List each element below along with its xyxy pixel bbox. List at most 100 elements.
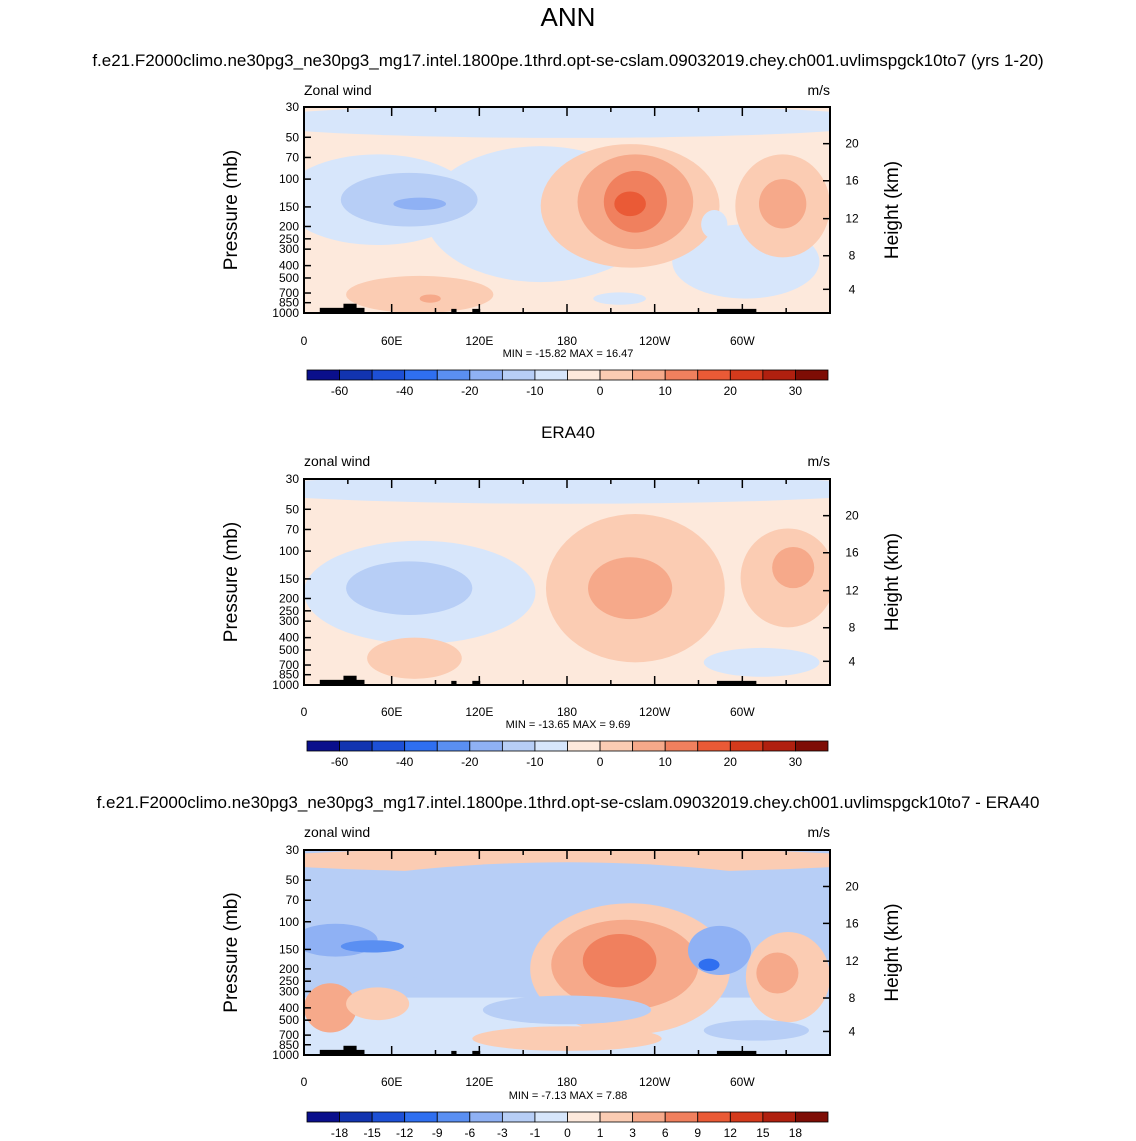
panel-min-max: MIN = -7.13 MAX = 7.88 [509,1090,628,1102]
contour-region [346,275,494,313]
contour-region [701,210,728,239]
y-tick-label: 200 [279,219,299,233]
y2-tick-label: 8 [849,249,856,263]
x-tick-label: 0 [301,705,308,719]
x-tick-label: 60E [381,334,402,348]
colorbar-swatch [469,369,503,381]
colorbar-swatch [697,740,731,752]
colorbar-label: 0 [597,384,604,398]
colorbar-swatch [729,369,764,381]
x-tick-label: 120W [639,1075,671,1089]
colorbar-label: -18 [331,1126,349,1140]
y2-tick-label: 16 [845,546,859,560]
colorbar-swatch [534,740,568,752]
colorbar-swatch [729,740,764,752]
colorbar: -60 -40 -20 -10 0 10 20 30 [306,740,829,769]
topography-mask [451,1050,457,1055]
colorbar-swatch [306,740,340,752]
colorbar-label: -6 [464,1126,475,1140]
colorbar-swatch [339,1111,373,1123]
contour-field [304,479,830,685]
colorbar-label: 10 [659,384,673,398]
colorbar-swatch [729,1111,764,1123]
colorbar-label: 0 [597,755,604,769]
colorbar-swatch [404,1111,438,1123]
colorbar-label: -20 [461,384,479,398]
y-tick-label: 200 [279,591,299,605]
colorbar-label: -12 [396,1126,414,1140]
y-tick-label: 300 [279,984,299,998]
colorbar-swatch [664,740,699,752]
y-tick-label: 400 [279,631,299,645]
contour-region [593,292,646,305]
y2-tick-label: 4 [849,282,856,296]
y2-tick-label: 4 [849,654,856,668]
y-tick-label: 70 [286,150,300,164]
colorbar-swatch [501,1111,536,1123]
y-tick-label: 150 [279,200,299,214]
topography-mask [319,679,365,685]
x-tick-label: 180 [557,705,577,719]
colorbar-label: 6 [662,1126,669,1140]
colorbar-swatch [404,369,438,381]
y-tick-label: 1000 [272,1048,299,1062]
y2-tick-label: 16 [845,916,859,930]
chart-panel-3: f.e21.F2000climo.ne30pg3_ne30pg3_mg17.in… [97,793,1040,1140]
colorbar-swatch [436,1111,471,1123]
colorbar-swatch [339,740,373,752]
contour-region [614,191,646,217]
colorbar-swatch [664,369,699,381]
y2-axis-title: Height (km) [882,533,903,631]
colorbar-label: 10 [659,755,673,769]
contour-region [703,647,820,677]
colorbar-swatch [339,369,373,381]
chart-panel-1: f.e21.F2000climo.ne30pg3_ne30pg3_mg17.in… [92,51,1043,398]
y-tick-label: 50 [286,130,300,144]
colorbar-swatch [567,369,601,381]
colorbar-label: -40 [396,384,414,398]
topography-mask [716,1050,757,1055]
y-tick-label: 150 [279,572,299,586]
contour-region [346,561,473,615]
colorbar-swatch [599,1111,634,1123]
y-tick-label: 400 [279,259,299,273]
colorbar-swatch [762,369,796,381]
panel-min-max: MIN = -13.65 MAX = 9.69 [506,719,631,731]
y-tick-label: 1000 [272,306,299,320]
colorbar-swatch [632,740,666,752]
contour-region [393,197,447,211]
x-tick-label: 60E [381,705,402,719]
contour-region [340,940,404,953]
contour-region [698,958,720,971]
x-tick-label: 0 [301,334,308,348]
y2-tick-label: 12 [845,584,859,598]
topography-mask [716,308,757,313]
contour-region [756,952,799,994]
colorbar-label: 3 [629,1126,636,1140]
x-tick-label: 120E [465,334,493,348]
y2-tick-label: 4 [849,1024,856,1038]
colorbar-label: -15 [363,1126,381,1140]
colorbar-label: 1 [597,1126,604,1140]
colorbar-label: 30 [789,755,803,769]
x-tick-label: 120E [465,1075,493,1089]
y-tick-label: 150 [279,942,299,956]
y-tick-label: 850 [279,1038,299,1052]
y2-tick-label: 20 [845,879,859,893]
y-tick-label: 250 [279,604,299,618]
y-tick-label: 70 [286,522,300,536]
x-tick-label: 60W [730,1075,755,1089]
panel-title: ERA40 [541,423,595,442]
panel-min-max: MIN = -15.82 MAX = 16.47 [503,348,634,360]
contour-field [304,107,830,313]
topography-mask [472,308,481,313]
x-tick-label: 180 [557,334,577,348]
colorbar-swatch [371,1111,406,1123]
y2-axis-title: Height (km) [882,903,903,1001]
y2-tick-label: 8 [849,991,856,1005]
colorbar: -60 -40 -20 -10 0 10 20 30 [306,369,829,398]
colorbar-swatch [795,369,829,381]
y-tick-label: 100 [279,915,299,929]
panel-units-label: m/s [807,82,830,98]
